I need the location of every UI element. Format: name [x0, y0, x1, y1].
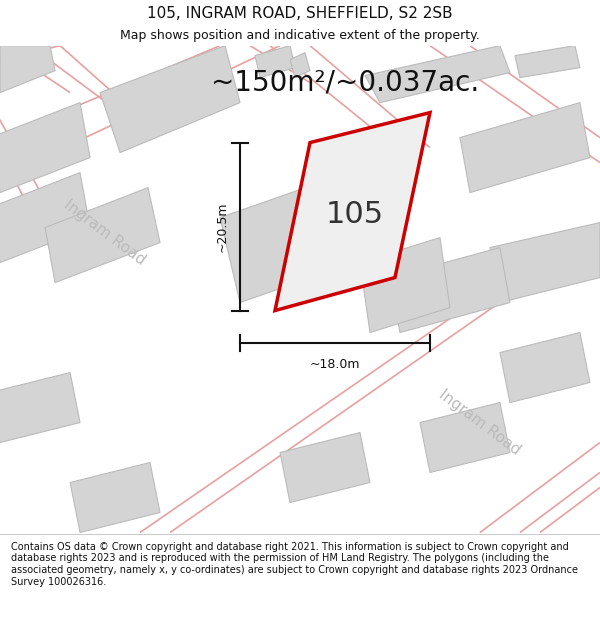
Text: 105: 105	[326, 200, 384, 229]
Text: ~150m²/~0.037ac.: ~150m²/~0.037ac.	[211, 69, 479, 97]
Polygon shape	[280, 432, 370, 502]
Polygon shape	[515, 46, 580, 78]
Polygon shape	[490, 222, 600, 302]
Text: Map shows position and indicative extent of the property.: Map shows position and indicative extent…	[120, 29, 480, 42]
Text: Ingram Road: Ingram Road	[61, 197, 149, 268]
Polygon shape	[0, 102, 90, 192]
Polygon shape	[390, 248, 510, 332]
Text: ~20.5m: ~20.5m	[215, 201, 229, 252]
Polygon shape	[0, 372, 80, 442]
Polygon shape	[0, 173, 90, 262]
Text: ~18.0m: ~18.0m	[310, 358, 360, 371]
Polygon shape	[365, 46, 510, 102]
Polygon shape	[290, 52, 310, 78]
Polygon shape	[45, 188, 160, 282]
Polygon shape	[360, 238, 450, 332]
Polygon shape	[255, 46, 295, 78]
Polygon shape	[70, 462, 160, 532]
Text: 105, INGRAM ROAD, SHEFFIELD, S2 2SB: 105, INGRAM ROAD, SHEFFIELD, S2 2SB	[147, 6, 453, 21]
Polygon shape	[0, 46, 55, 92]
Polygon shape	[100, 46, 240, 152]
Text: Ingram Road: Ingram Road	[436, 387, 524, 458]
Polygon shape	[275, 112, 430, 311]
Polygon shape	[460, 102, 590, 192]
Polygon shape	[220, 182, 340, 302]
Polygon shape	[420, 402, 510, 472]
Text: Contains OS data © Crown copyright and database right 2021. This information is : Contains OS data © Crown copyright and d…	[11, 542, 578, 586]
Polygon shape	[500, 332, 590, 402]
